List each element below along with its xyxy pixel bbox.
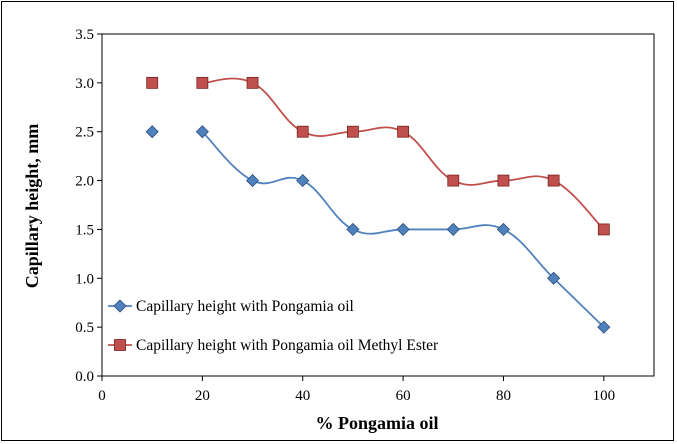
x-axis-title: % Pongamia oil (315, 413, 438, 433)
series-layer (145, 76, 611, 334)
x-tick-label: 20 (195, 388, 210, 404)
data-point (245, 174, 260, 188)
data-point (446, 222, 460, 236)
x-tick-label: 100 (593, 388, 616, 404)
data-point (447, 174, 460, 187)
data-point (497, 174, 510, 187)
data-point (597, 223, 610, 236)
data-point (246, 76, 259, 89)
x-tick-label: 40 (295, 388, 310, 404)
data-point (547, 174, 560, 187)
x-tick-label: 60 (396, 388, 411, 404)
y-tick-label: 3.0 (75, 76, 94, 92)
data-point (146, 76, 159, 89)
legend-label: Capillary height with Pongamia oil Methy… (136, 337, 439, 354)
y-tick-label: 1.5 (75, 222, 94, 238)
legend-marker (114, 339, 126, 351)
data-point (597, 320, 611, 334)
legend-marker (113, 299, 127, 313)
series-2 (146, 76, 610, 236)
series-1 (145, 125, 611, 334)
x-tick-label: 80 (496, 388, 511, 404)
legend-item-1: Capillary height with Pongamia oil (108, 298, 354, 315)
data-point (347, 125, 359, 138)
axes: 0.0 0.5 1.0 1.5 2.0 2.5 3.0 3.5 0 20 40 60 80 100 (75, 27, 655, 404)
y-tick-label: 0.0 (75, 369, 94, 385)
y-tick-label: 3.5 (75, 27, 94, 43)
y-tick-label: 2.5 (75, 125, 94, 141)
series-line (202, 77, 605, 231)
data-point (496, 222, 511, 236)
x-tick-label: 0 (98, 388, 106, 404)
data-point (296, 174, 310, 188)
y-tick-label: 0.5 (75, 320, 94, 336)
y-axis-title: Capillary height, mm (22, 124, 42, 289)
y-tick-label: 2.0 (75, 174, 94, 190)
data-point (396, 222, 410, 236)
legend-label: Capillary height with Pongamia oil (136, 298, 354, 315)
y-tick-label: 1.0 (75, 271, 94, 287)
data-point (145, 125, 159, 139)
legend: Capillary height with Pongamia oil Capill… (108, 298, 439, 354)
data-point (346, 222, 360, 236)
data-point (547, 271, 561, 285)
data-point (195, 125, 209, 139)
data-point (196, 76, 209, 89)
plot-area-border (101, 33, 655, 377)
legend-item-2: Capillary height with Pongamia oil Methy… (108, 337, 439, 354)
data-point (296, 125, 309, 138)
data-point (397, 125, 409, 138)
